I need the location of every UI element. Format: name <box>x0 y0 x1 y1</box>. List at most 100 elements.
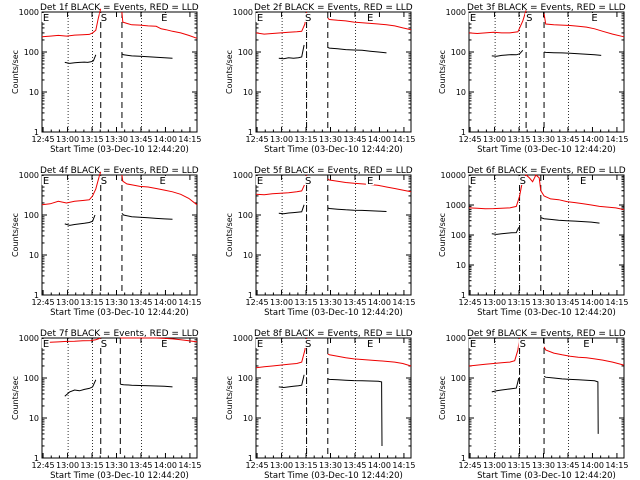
y-axis-label: Counts/sec <box>225 50 234 94</box>
y-tick-label: 10 <box>29 251 39 260</box>
x-tick-label: 14:15 <box>178 135 201 144</box>
events-series-line <box>64 214 96 226</box>
marker-box <box>365 176 374 185</box>
x-tick-label: 13:00 <box>56 298 79 307</box>
x-tick-label: 14:00 <box>581 298 604 307</box>
y-tick-label: 1000 <box>233 8 253 17</box>
plot-frame <box>255 337 412 459</box>
panel-8: Det 8f BLACK = Events, RED = LLD 1 10 100 10… <box>225 329 415 480</box>
y-tick-label: 1000 <box>446 201 466 210</box>
marker-box <box>99 13 108 22</box>
marker-box <box>303 339 312 348</box>
marker-box <box>160 13 169 22</box>
marker-box <box>255 339 264 348</box>
x-axis-label: Start Time (03-Dec-10 12:44:20) <box>50 308 189 318</box>
x-tick-label: 13:45 <box>343 135 366 144</box>
marker-e-label: E <box>257 339 263 350</box>
x-tick-label: 13:30 <box>105 135 128 144</box>
marker-e-label: E <box>159 176 165 187</box>
events-series-line <box>327 46 387 54</box>
x-tick-label: 14:15 <box>392 298 415 307</box>
x-tick-label: 13:45 <box>556 461 579 470</box>
lld-series-line <box>121 174 198 206</box>
marker-e-label: E <box>161 339 167 350</box>
x-tick-label: 13:45 <box>343 298 366 307</box>
x-tick-label: 13:15 <box>81 135 104 144</box>
panel-title: Det 8f BLACK = Events, RED = LLD <box>254 329 413 339</box>
marker-e-label: E <box>367 339 373 350</box>
x-tick-label: 14:15 <box>605 298 628 307</box>
events-series-line <box>327 207 387 212</box>
plot-frame <box>468 337 625 459</box>
events-series-line <box>540 217 600 224</box>
y-tick-label: 100 <box>238 374 253 383</box>
panel-title: Det 6f BLACK = Events, RED = LLD <box>467 166 626 176</box>
marker-e-label: E <box>257 176 263 187</box>
marker-box <box>41 339 50 348</box>
events-series-line <box>120 383 173 388</box>
y-tick-label: 1 <box>461 454 466 463</box>
y-axis-label: Counts/sec <box>11 213 20 257</box>
lld-series-line <box>327 17 412 31</box>
x-tick-label: 13:45 <box>556 298 579 307</box>
x-axis-label: Start Time (03-Dec-10 12:44:20) <box>50 145 189 155</box>
lld-series-line <box>41 8 102 38</box>
lld-series-line <box>255 11 308 35</box>
y-tick-label: 10 <box>456 414 466 423</box>
y-tick-label: 1000 <box>19 334 39 343</box>
panel-5: Det 5f BLACK = Events, RED = LLD 1 10 100 10… <box>225 166 415 318</box>
marker-box <box>255 13 264 22</box>
x-tick-label: 14:00 <box>581 461 604 470</box>
plot-frame <box>468 11 625 133</box>
y-tick-label: 10 <box>243 414 253 423</box>
x-tick-label: 14:00 <box>154 298 177 307</box>
y-tick-label: 1 <box>461 291 466 300</box>
y-axis-label: Counts/sec <box>438 213 447 257</box>
marker-e-label: E <box>583 339 589 350</box>
x-tick-label: 13:45 <box>343 461 366 470</box>
plot-frame <box>255 11 412 133</box>
y-tick-label: 100 <box>451 231 466 240</box>
x-tick-label: 12:45 <box>32 135 55 144</box>
marker-box <box>468 13 477 22</box>
x-tick-label: 12:45 <box>246 135 269 144</box>
marker-box <box>518 339 527 348</box>
marker-e-label: E <box>591 13 597 24</box>
marker-box <box>41 13 50 22</box>
y-tick-label: 10 <box>243 251 253 260</box>
y-tick-label: 1 <box>248 291 253 300</box>
x-tick-label: 13:15 <box>295 135 318 144</box>
x-tick-label: 13:00 <box>270 461 293 470</box>
marker-box <box>582 339 591 348</box>
x-axis-label: Start Time (03-Dec-10 12:44:20) <box>264 308 403 318</box>
x-tick-label: 13:45 <box>129 298 152 307</box>
panel-2: Det 2f BLACK = Events, RED = LLD 1 10 100 10… <box>225 3 415 155</box>
x-tick-label: 13:30 <box>105 298 128 307</box>
lld-series-line <box>468 10 527 35</box>
marker-box <box>160 339 169 348</box>
x-axis-label: Start Time (03-Dec-10 12:44:20) <box>50 471 189 480</box>
lld-series-line <box>468 337 521 367</box>
x-tick-label: 13:30 <box>105 461 128 470</box>
marker-box <box>365 13 374 22</box>
x-axis-label: Start Time (03-Dec-10 12:44:20) <box>264 145 403 155</box>
x-tick-label: 13:30 <box>319 135 342 144</box>
plot-frame <box>468 174 625 296</box>
lld-series-line <box>255 337 308 369</box>
y-tick-label: 1 <box>248 454 253 463</box>
marker-s-label: S <box>101 339 107 350</box>
y-axis-label: Counts/sec <box>438 50 447 94</box>
lld-series-line <box>255 174 308 196</box>
panel-title: Det 4f BLACK = Events, RED = LLD <box>40 166 199 176</box>
events-series-line <box>64 379 97 397</box>
marker-box <box>468 176 477 185</box>
plot-frame <box>41 337 198 459</box>
x-tick-label: 13:30 <box>532 298 555 307</box>
events-series-line <box>543 51 602 56</box>
x-axis-label: Start Time (03-Dec-10 12:44:20) <box>477 471 616 480</box>
marker-s-label: S <box>526 13 532 24</box>
events-series-line <box>278 374 305 389</box>
x-tick-label: 13:15 <box>81 461 104 470</box>
x-tick-label: 13:00 <box>483 461 506 470</box>
